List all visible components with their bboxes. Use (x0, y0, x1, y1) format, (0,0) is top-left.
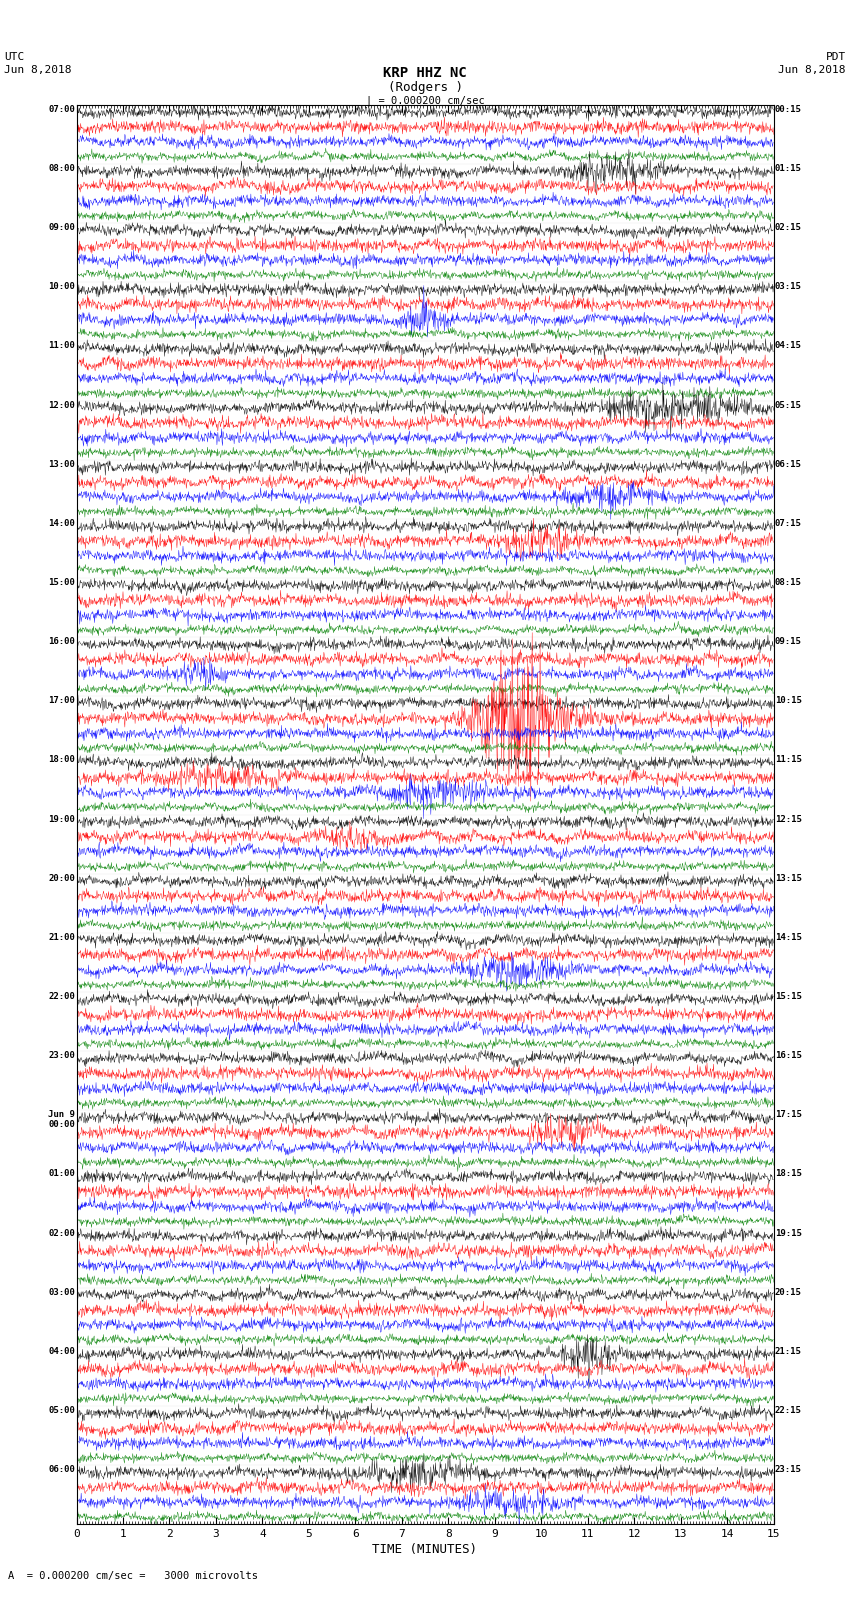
Text: 07:00: 07:00 (48, 105, 75, 115)
Text: 18:15: 18:15 (775, 1169, 802, 1179)
Text: 15:15: 15:15 (775, 992, 802, 1002)
Text: 13:00: 13:00 (48, 460, 75, 469)
Text: 18:00: 18:00 (48, 755, 75, 765)
X-axis label: TIME (MINUTES): TIME (MINUTES) (372, 1544, 478, 1557)
Text: 23:00: 23:00 (48, 1052, 75, 1060)
Text: 01:15: 01:15 (775, 165, 802, 173)
Text: 04:15: 04:15 (775, 342, 802, 350)
Text: 22:00: 22:00 (48, 992, 75, 1002)
Text: 20:00: 20:00 (48, 874, 75, 882)
Text: 11:15: 11:15 (775, 755, 802, 765)
Text: 06:00: 06:00 (48, 1465, 75, 1474)
Text: UTC: UTC (4, 52, 25, 61)
Text: 01:00: 01:00 (48, 1169, 75, 1179)
Text: 12:15: 12:15 (775, 815, 802, 824)
Text: 13:15: 13:15 (775, 874, 802, 882)
Text: 12:00: 12:00 (48, 400, 75, 410)
Text: 23:15: 23:15 (775, 1465, 802, 1474)
Text: 19:00: 19:00 (48, 815, 75, 824)
Text: A  = 0.000200 cm/sec =   3000 microvolts: A = 0.000200 cm/sec = 3000 microvolts (8, 1571, 258, 1581)
Text: 10:00: 10:00 (48, 282, 75, 292)
Text: KRP HHZ NC: KRP HHZ NC (383, 66, 467, 81)
Text: 02:15: 02:15 (775, 223, 802, 232)
Text: 08:00: 08:00 (48, 165, 75, 173)
Text: 21:00: 21:00 (48, 932, 75, 942)
Text: 05:00: 05:00 (48, 1407, 75, 1415)
Text: 11:00: 11:00 (48, 342, 75, 350)
Text: (Rodgers ): (Rodgers ) (388, 81, 462, 94)
Text: 09:00: 09:00 (48, 223, 75, 232)
Text: 04:00: 04:00 (48, 1347, 75, 1357)
Text: 08:15: 08:15 (775, 577, 802, 587)
Text: 19:15: 19:15 (775, 1229, 802, 1237)
Text: PDT: PDT (825, 52, 846, 61)
Text: 00:15: 00:15 (775, 105, 802, 115)
Text: 03:15: 03:15 (775, 282, 802, 292)
Text: 21:15: 21:15 (775, 1347, 802, 1357)
Text: 20:15: 20:15 (775, 1287, 802, 1297)
Text: 22:15: 22:15 (775, 1407, 802, 1415)
Text: 16:00: 16:00 (48, 637, 75, 647)
Text: 17:15: 17:15 (775, 1110, 802, 1119)
Text: | = 0.000200 cm/sec: | = 0.000200 cm/sec (366, 95, 484, 106)
Text: 09:15: 09:15 (775, 637, 802, 647)
Text: 07:15: 07:15 (775, 519, 802, 527)
Text: 05:15: 05:15 (775, 400, 802, 410)
Text: 17:00: 17:00 (48, 697, 75, 705)
Text: 16:15: 16:15 (775, 1052, 802, 1060)
Text: 10:15: 10:15 (775, 697, 802, 705)
Text: 14:15: 14:15 (775, 932, 802, 942)
Text: Jun 8,2018: Jun 8,2018 (779, 65, 846, 74)
Text: Jun 9
00:00: Jun 9 00:00 (48, 1110, 75, 1129)
Text: 06:15: 06:15 (775, 460, 802, 469)
Text: 03:00: 03:00 (48, 1287, 75, 1297)
Text: 02:00: 02:00 (48, 1229, 75, 1237)
Text: 14:00: 14:00 (48, 519, 75, 527)
Text: Jun 8,2018: Jun 8,2018 (4, 65, 71, 74)
Text: 15:00: 15:00 (48, 577, 75, 587)
